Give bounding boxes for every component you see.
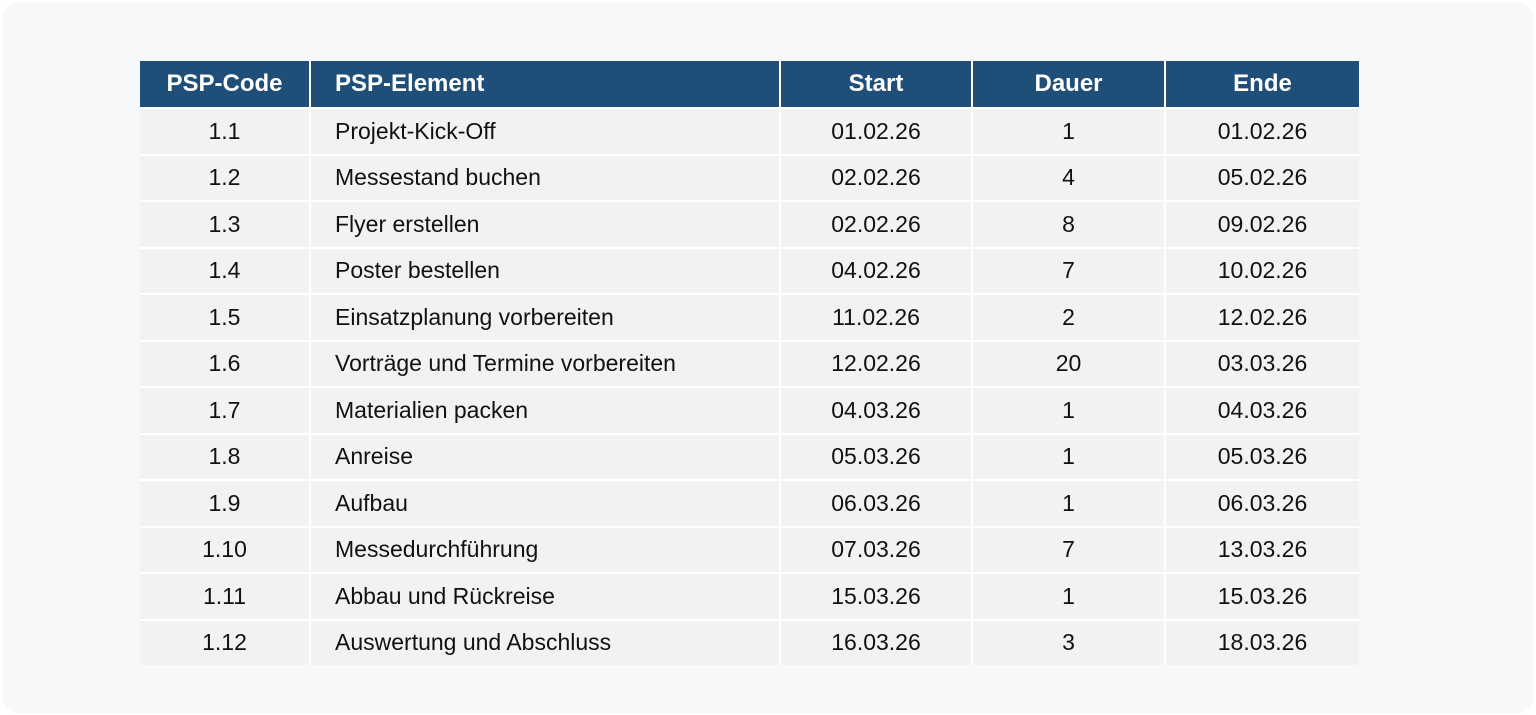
table-row: 1.2 Messestand buchen 02.02.26 4 05.02.26 [140, 153, 1359, 200]
cell-psp-element: Messedurchführung [311, 525, 781, 572]
cell-psp-code: 1.5 [140, 293, 311, 340]
cell-psp-code: 1.1 [140, 107, 311, 154]
cell-psp-code: 1.12 [140, 618, 311, 665]
cell-psp-code: 1.8 [140, 432, 311, 479]
cell-ende: 10.02.26 [1166, 246, 1359, 293]
cell-start: 02.02.26 [781, 153, 973, 200]
cell-start: 04.02.26 [781, 246, 973, 293]
cell-psp-code: 1.10 [140, 525, 311, 572]
cell-psp-element: Materialien packen [311, 386, 781, 433]
cell-start: 11.02.26 [781, 293, 973, 340]
cell-start: 06.03.26 [781, 479, 973, 526]
table-row: 1.3 Flyer erstellen 02.02.26 8 09.02.26 [140, 200, 1359, 247]
header-dauer: Dauer [973, 61, 1166, 107]
table-row: 1.9 Aufbau 06.03.26 1 06.03.26 [140, 479, 1359, 526]
cell-ende: 01.02.26 [1166, 107, 1359, 154]
cell-psp-element: Einsatzplanung vorbereiten [311, 293, 781, 340]
cell-dauer: 1 [973, 572, 1166, 619]
header-psp-code: PSP-Code [140, 61, 311, 107]
cell-psp-element: Abbau und Rückreise [311, 572, 781, 619]
header-ende: Ende [1166, 61, 1359, 107]
cell-dauer: 20 [973, 339, 1166, 386]
header-row: PSP-Code PSP-Element Start Dauer Ende [140, 61, 1359, 107]
cell-dauer: 2 [973, 293, 1166, 340]
cell-psp-element: Auswertung und Abschluss [311, 618, 781, 665]
table-row: 1.1 Projekt-Kick-Off 01.02.26 1 01.02.26 [140, 107, 1359, 154]
cell-psp-element: Anreise [311, 432, 781, 479]
cell-start: 15.03.26 [781, 572, 973, 619]
cell-start: 02.02.26 [781, 200, 973, 247]
cell-ende: 15.03.26 [1166, 572, 1359, 619]
cell-start: 05.03.26 [781, 432, 973, 479]
cell-start: 01.02.26 [781, 107, 973, 154]
cell-start: 12.02.26 [781, 339, 973, 386]
cell-ende: 09.02.26 [1166, 200, 1359, 247]
header-psp-element: PSP-Element [311, 61, 781, 107]
table-body: 1.1 Projekt-Kick-Off 01.02.26 1 01.02.26 1.2 M… [140, 107, 1359, 665]
cell-psp-code: 1.9 [140, 479, 311, 526]
cell-dauer: 1 [973, 107, 1166, 154]
table-row: 1.5 Einsatzplanung vorbereiten 11.02.26 2 12… [140, 293, 1359, 340]
cell-psp-code: 1.2 [140, 153, 311, 200]
cell-psp-element: Messestand buchen [311, 153, 781, 200]
cell-psp-element: Flyer erstellen [311, 200, 781, 247]
cell-psp-code: 1.6 [140, 339, 311, 386]
cell-start: 16.03.26 [781, 618, 973, 665]
cell-psp-element: Vorträge und Termine vorbereiten [311, 339, 781, 386]
cell-psp-element: Projekt-Kick-Off [311, 107, 781, 154]
table-row: 1.8 Anreise 05.03.26 1 05.03.26 [140, 432, 1359, 479]
psp-schedule-table: PSP-Code PSP-Element Start Dauer Ende 1.… [140, 61, 1359, 665]
cell-ende: 05.03.26 [1166, 432, 1359, 479]
cell-dauer: 3 [973, 618, 1166, 665]
cell-start: 07.03.26 [781, 525, 973, 572]
cell-psp-element: Poster bestellen [311, 246, 781, 293]
cell-psp-code: 1.3 [140, 200, 311, 247]
cell-ende: 06.03.26 [1166, 479, 1359, 526]
cell-dauer: 1 [973, 432, 1166, 479]
header-start: Start [781, 61, 973, 107]
cell-dauer: 1 [973, 479, 1166, 526]
table-row: 1.6 Vorträge und Termine vorbereiten 12.02… [140, 339, 1359, 386]
cell-start: 04.03.26 [781, 386, 973, 433]
cell-ende: 03.03.26 [1166, 339, 1359, 386]
cell-psp-code: 1.7 [140, 386, 311, 433]
cell-dauer: 4 [973, 153, 1166, 200]
cell-ende: 12.02.26 [1166, 293, 1359, 340]
cell-dauer: 7 [973, 525, 1166, 572]
cell-psp-code: 1.11 [140, 572, 311, 619]
table-row: 1.7 Materialien packen 04.03.26 1 04.03.26 [140, 386, 1359, 433]
cell-dauer: 8 [973, 200, 1166, 247]
table-row: 1.10 Messedurchführung 07.03.26 7 13.03.26 [140, 525, 1359, 572]
table-row: 1.4 Poster bestellen 04.02.26 7 10.02.26 [140, 246, 1359, 293]
cell-ende: 04.03.26 [1166, 386, 1359, 433]
table-row: 1.12 Auswertung und Abschluss 16.03.26 3 18.… [140, 618, 1359, 665]
cell-ende: 05.02.26 [1166, 153, 1359, 200]
table-row: 1.11 Abbau und Rückreise 15.03.26 1 15.03.26 [140, 572, 1359, 619]
table-header: PSP-Code PSP-Element Start Dauer Ende [140, 61, 1359, 107]
cell-ende: 13.03.26 [1166, 525, 1359, 572]
cell-dauer: 7 [973, 246, 1166, 293]
cell-psp-element: Aufbau [311, 479, 781, 526]
cell-dauer: 1 [973, 386, 1166, 433]
cell-ende: 18.03.26 [1166, 618, 1359, 665]
cell-psp-code: 1.4 [140, 246, 311, 293]
